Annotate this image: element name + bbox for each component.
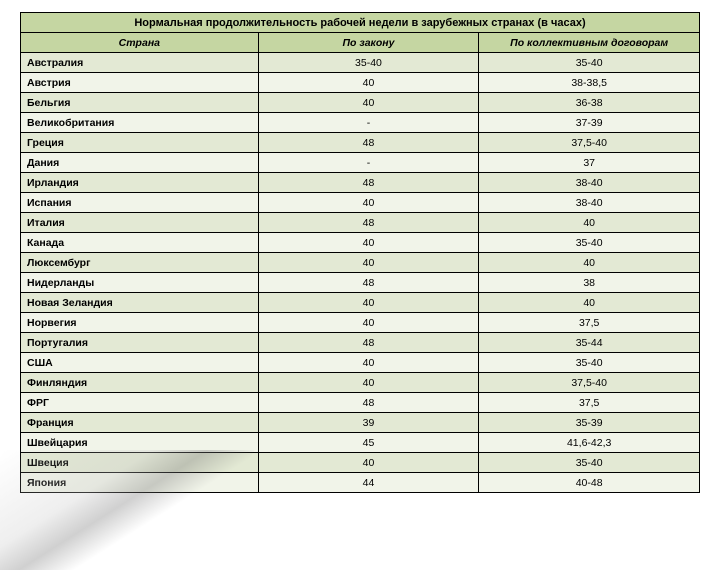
cell-collective: 40: [479, 253, 700, 273]
cell-country: Швейцария: [21, 433, 259, 453]
workweek-table: Нормальная продолжительность рабочей нед…: [20, 12, 700, 493]
table-row: Великобритания-37-39: [21, 113, 700, 133]
table-title: Нормальная продолжительность рабочей нед…: [21, 13, 700, 33]
cell-country: Швеция: [21, 453, 259, 473]
table-row: Греция4837,5-40: [21, 133, 700, 153]
cell-bylaw: 35-40: [258, 53, 479, 73]
cell-bylaw: 48: [258, 393, 479, 413]
header-row: Страна По закону По коллективным договор…: [21, 33, 700, 53]
col-bylaw: По закону: [258, 33, 479, 53]
cell-collective: 37,5-40: [479, 133, 700, 153]
cell-country: США: [21, 353, 259, 373]
cell-collective: 38-38,5: [479, 73, 700, 93]
cell-country: Португалия: [21, 333, 259, 353]
table-row: Норвегия4037,5: [21, 313, 700, 333]
cell-bylaw: -: [258, 153, 479, 173]
cell-bylaw: 48: [258, 173, 479, 193]
cell-country: Норвегия: [21, 313, 259, 333]
cell-collective: 35-40: [479, 353, 700, 373]
cell-country: Люксембург: [21, 253, 259, 273]
table-row: Дания-37: [21, 153, 700, 173]
col-collective: По коллективным договорам: [479, 33, 700, 53]
cell-collective: 40: [479, 213, 700, 233]
cell-bylaw: 48: [258, 213, 479, 233]
cell-bylaw: 48: [258, 133, 479, 153]
table-row: Португалия4835-44: [21, 333, 700, 353]
cell-collective: 40-48: [479, 473, 700, 493]
cell-bylaw: 40: [258, 233, 479, 253]
cell-collective: 37,5-40: [479, 373, 700, 393]
table-container: Нормальная продолжительность рабочей нед…: [0, 0, 720, 493]
cell-country: Канада: [21, 233, 259, 253]
cell-collective: 38: [479, 273, 700, 293]
cell-country: Дания: [21, 153, 259, 173]
cell-country: Ирландия: [21, 173, 259, 193]
cell-country: Япония: [21, 473, 259, 493]
table-row: Новая Зеландия4040: [21, 293, 700, 313]
table-row: Швейцария4541,6-42,3: [21, 433, 700, 453]
cell-collective: 35-40: [479, 53, 700, 73]
cell-country: Бельгия: [21, 93, 259, 113]
cell-collective: 40: [479, 293, 700, 313]
table-row: Япония4440-48: [21, 473, 700, 493]
table-row: Нидерланды4838: [21, 273, 700, 293]
cell-collective: 37,5: [479, 313, 700, 333]
table-row: Италия4840: [21, 213, 700, 233]
title-row: Нормальная продолжительность рабочей нед…: [21, 13, 700, 33]
cell-country: Франция: [21, 413, 259, 433]
cell-bylaw: 44: [258, 473, 479, 493]
cell-collective: 35-40: [479, 453, 700, 473]
table-row: Швеция4035-40: [21, 453, 700, 473]
cell-country: Италия: [21, 213, 259, 233]
cell-bylaw: 40: [258, 293, 479, 313]
cell-collective: 35-39: [479, 413, 700, 433]
table-row: Ирландия4838-40: [21, 173, 700, 193]
cell-bylaw: -: [258, 113, 479, 133]
cell-collective: 37-39: [479, 113, 700, 133]
table-row: Канада4035-40: [21, 233, 700, 253]
table-body: Австралия35-4035-40Австрия4038-38,5Бельг…: [21, 53, 700, 493]
cell-country: Австралия: [21, 53, 259, 73]
cell-collective: 37: [479, 153, 700, 173]
table-row: Бельгия4036-38: [21, 93, 700, 113]
cell-country: Нидерланды: [21, 273, 259, 293]
cell-bylaw: 39: [258, 413, 479, 433]
cell-country: Великобритания: [21, 113, 259, 133]
cell-bylaw: 40: [258, 313, 479, 333]
cell-bylaw: 48: [258, 273, 479, 293]
table-row: Люксембург4040: [21, 253, 700, 273]
cell-bylaw: 40: [258, 253, 479, 273]
cell-collective: 37,5: [479, 393, 700, 413]
cell-bylaw: 40: [258, 93, 479, 113]
cell-collective: 35-40: [479, 233, 700, 253]
cell-country: ФРГ: [21, 393, 259, 413]
cell-bylaw: 40: [258, 73, 479, 93]
cell-bylaw: 40: [258, 373, 479, 393]
cell-collective: 41,6-42,3: [479, 433, 700, 453]
cell-country: Австрия: [21, 73, 259, 93]
cell-bylaw: 40: [258, 193, 479, 213]
table-row: США4035-40: [21, 353, 700, 373]
col-country: Страна: [21, 33, 259, 53]
cell-collective: 35-44: [479, 333, 700, 353]
table-row: Австралия35-4035-40: [21, 53, 700, 73]
cell-bylaw: 48: [258, 333, 479, 353]
table-row: Австрия4038-38,5: [21, 73, 700, 93]
cell-country: Новая Зеландия: [21, 293, 259, 313]
cell-collective: 38-40: [479, 173, 700, 193]
table-row: Финляндия4037,5-40: [21, 373, 700, 393]
table-row: Испания4038-40: [21, 193, 700, 213]
cell-country: Греция: [21, 133, 259, 153]
cell-country: Финляндия: [21, 373, 259, 393]
table-row: ФРГ4837,5: [21, 393, 700, 413]
cell-bylaw: 40: [258, 353, 479, 373]
cell-bylaw: 45: [258, 433, 479, 453]
cell-bylaw: 40: [258, 453, 479, 473]
cell-country: Испания: [21, 193, 259, 213]
table-row: Франция3935-39: [21, 413, 700, 433]
cell-collective: 36-38: [479, 93, 700, 113]
cell-collective: 38-40: [479, 193, 700, 213]
